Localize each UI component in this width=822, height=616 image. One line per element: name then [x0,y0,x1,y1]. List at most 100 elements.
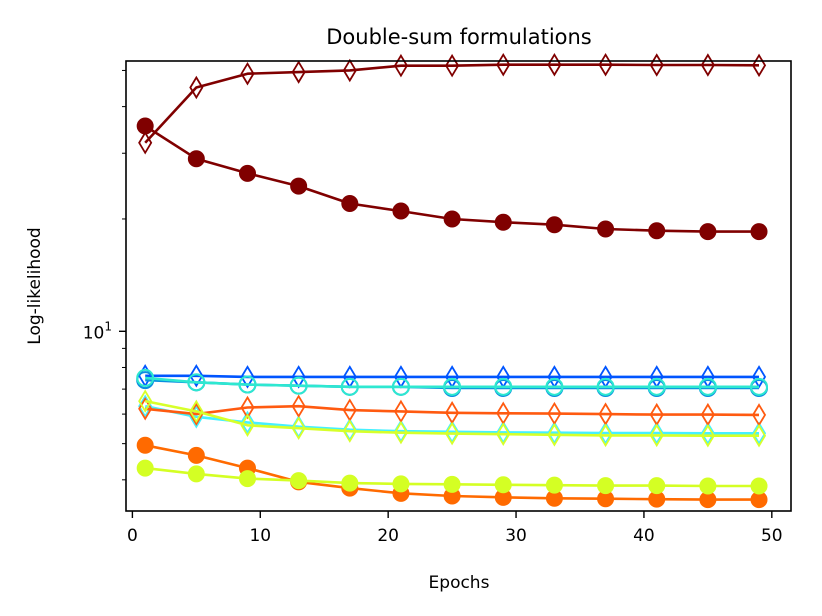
data-point [496,420,511,445]
data-point [341,474,359,492]
data-point [649,423,664,448]
data-point [238,164,256,182]
plot-frame [125,60,792,512]
data-point [649,421,664,445]
data-point [751,421,767,446]
data-point [698,377,717,396]
data-point [494,476,512,494]
data-point [136,368,155,387]
data-point [597,220,615,238]
data-point [138,131,153,155]
data-point [445,420,460,444]
data-point [596,377,615,396]
series-line [145,376,759,389]
data-series [136,52,769,509]
data-point [597,477,615,495]
data-point [545,216,563,234]
data-point [136,436,154,454]
data-point [238,375,257,394]
data-point [443,377,462,396]
data-point [189,75,204,100]
data-point [240,61,255,86]
x-axis-label: Epochs [429,573,490,593]
data-point [342,419,357,443]
data-point [291,394,306,418]
data-point [240,395,255,420]
data-point [136,459,154,477]
series-cyan-circles [136,368,769,396]
data-point [700,421,715,446]
series-line [144,63,760,144]
data-point [342,58,357,83]
data-point [547,423,562,447]
data-point [138,389,153,413]
data-point [750,477,768,495]
data-point [136,117,154,135]
data-point [290,177,308,195]
data-point [494,213,512,231]
data-point [391,377,410,396]
data-point [289,376,308,395]
data-point [392,475,410,493]
x-tick-label: 40 [633,526,655,546]
series-yellow-green-diamonds [138,389,767,448]
data-point [445,421,460,446]
x-tick-label: 20 [377,526,399,546]
y-axis-label: Log-likelihood [25,227,45,344]
data-point [751,365,767,389]
data-point [545,476,563,494]
data-point [545,377,564,396]
data-point [647,377,666,396]
data-point [494,377,513,396]
data-point [751,53,767,78]
data-point [751,423,767,448]
data-point [187,150,205,168]
x-tick-label: 0 [127,526,138,546]
data-point [290,472,308,490]
data-point [187,446,205,464]
x-tick-label: 10 [249,526,271,546]
data-point [291,60,306,84]
data-point [291,416,306,440]
data-point [240,413,255,438]
data-point [393,53,409,78]
series-line [145,404,760,417]
series-yellow-green-circles [136,459,768,495]
data-point [393,420,409,445]
data-point [648,222,666,240]
data-point [445,53,460,78]
data-point [750,377,769,396]
data-point [187,465,205,483]
x-tick-label: 50 [761,526,783,546]
data-point [340,377,359,396]
data-point [240,365,255,389]
plot-area [126,61,791,511]
data-point [700,423,715,448]
data-point [238,470,256,488]
data-point [443,475,461,493]
chart-title: Double-sum formulations [326,25,592,49]
x-tick-label: 30 [505,526,527,546]
series-line [144,399,759,438]
data-point [189,364,204,388]
series-dark-red-circles [136,117,768,241]
y-tick-label: 101 [83,319,112,343]
data-point [750,223,768,241]
data-point [240,410,255,435]
data-point [598,421,613,445]
data-point [187,373,206,392]
series-line [144,404,759,435]
data-point [598,423,613,448]
data-point [547,420,562,445]
data-point [699,477,717,495]
data-point [189,399,204,424]
data-point [699,223,717,241]
y-tick-label-base: 10 [83,323,105,343]
y-tick-label-exponent: 1 [104,319,112,333]
data-point [392,202,410,220]
data-point [496,422,511,446]
data-point [341,195,359,213]
data-point [443,210,461,228]
